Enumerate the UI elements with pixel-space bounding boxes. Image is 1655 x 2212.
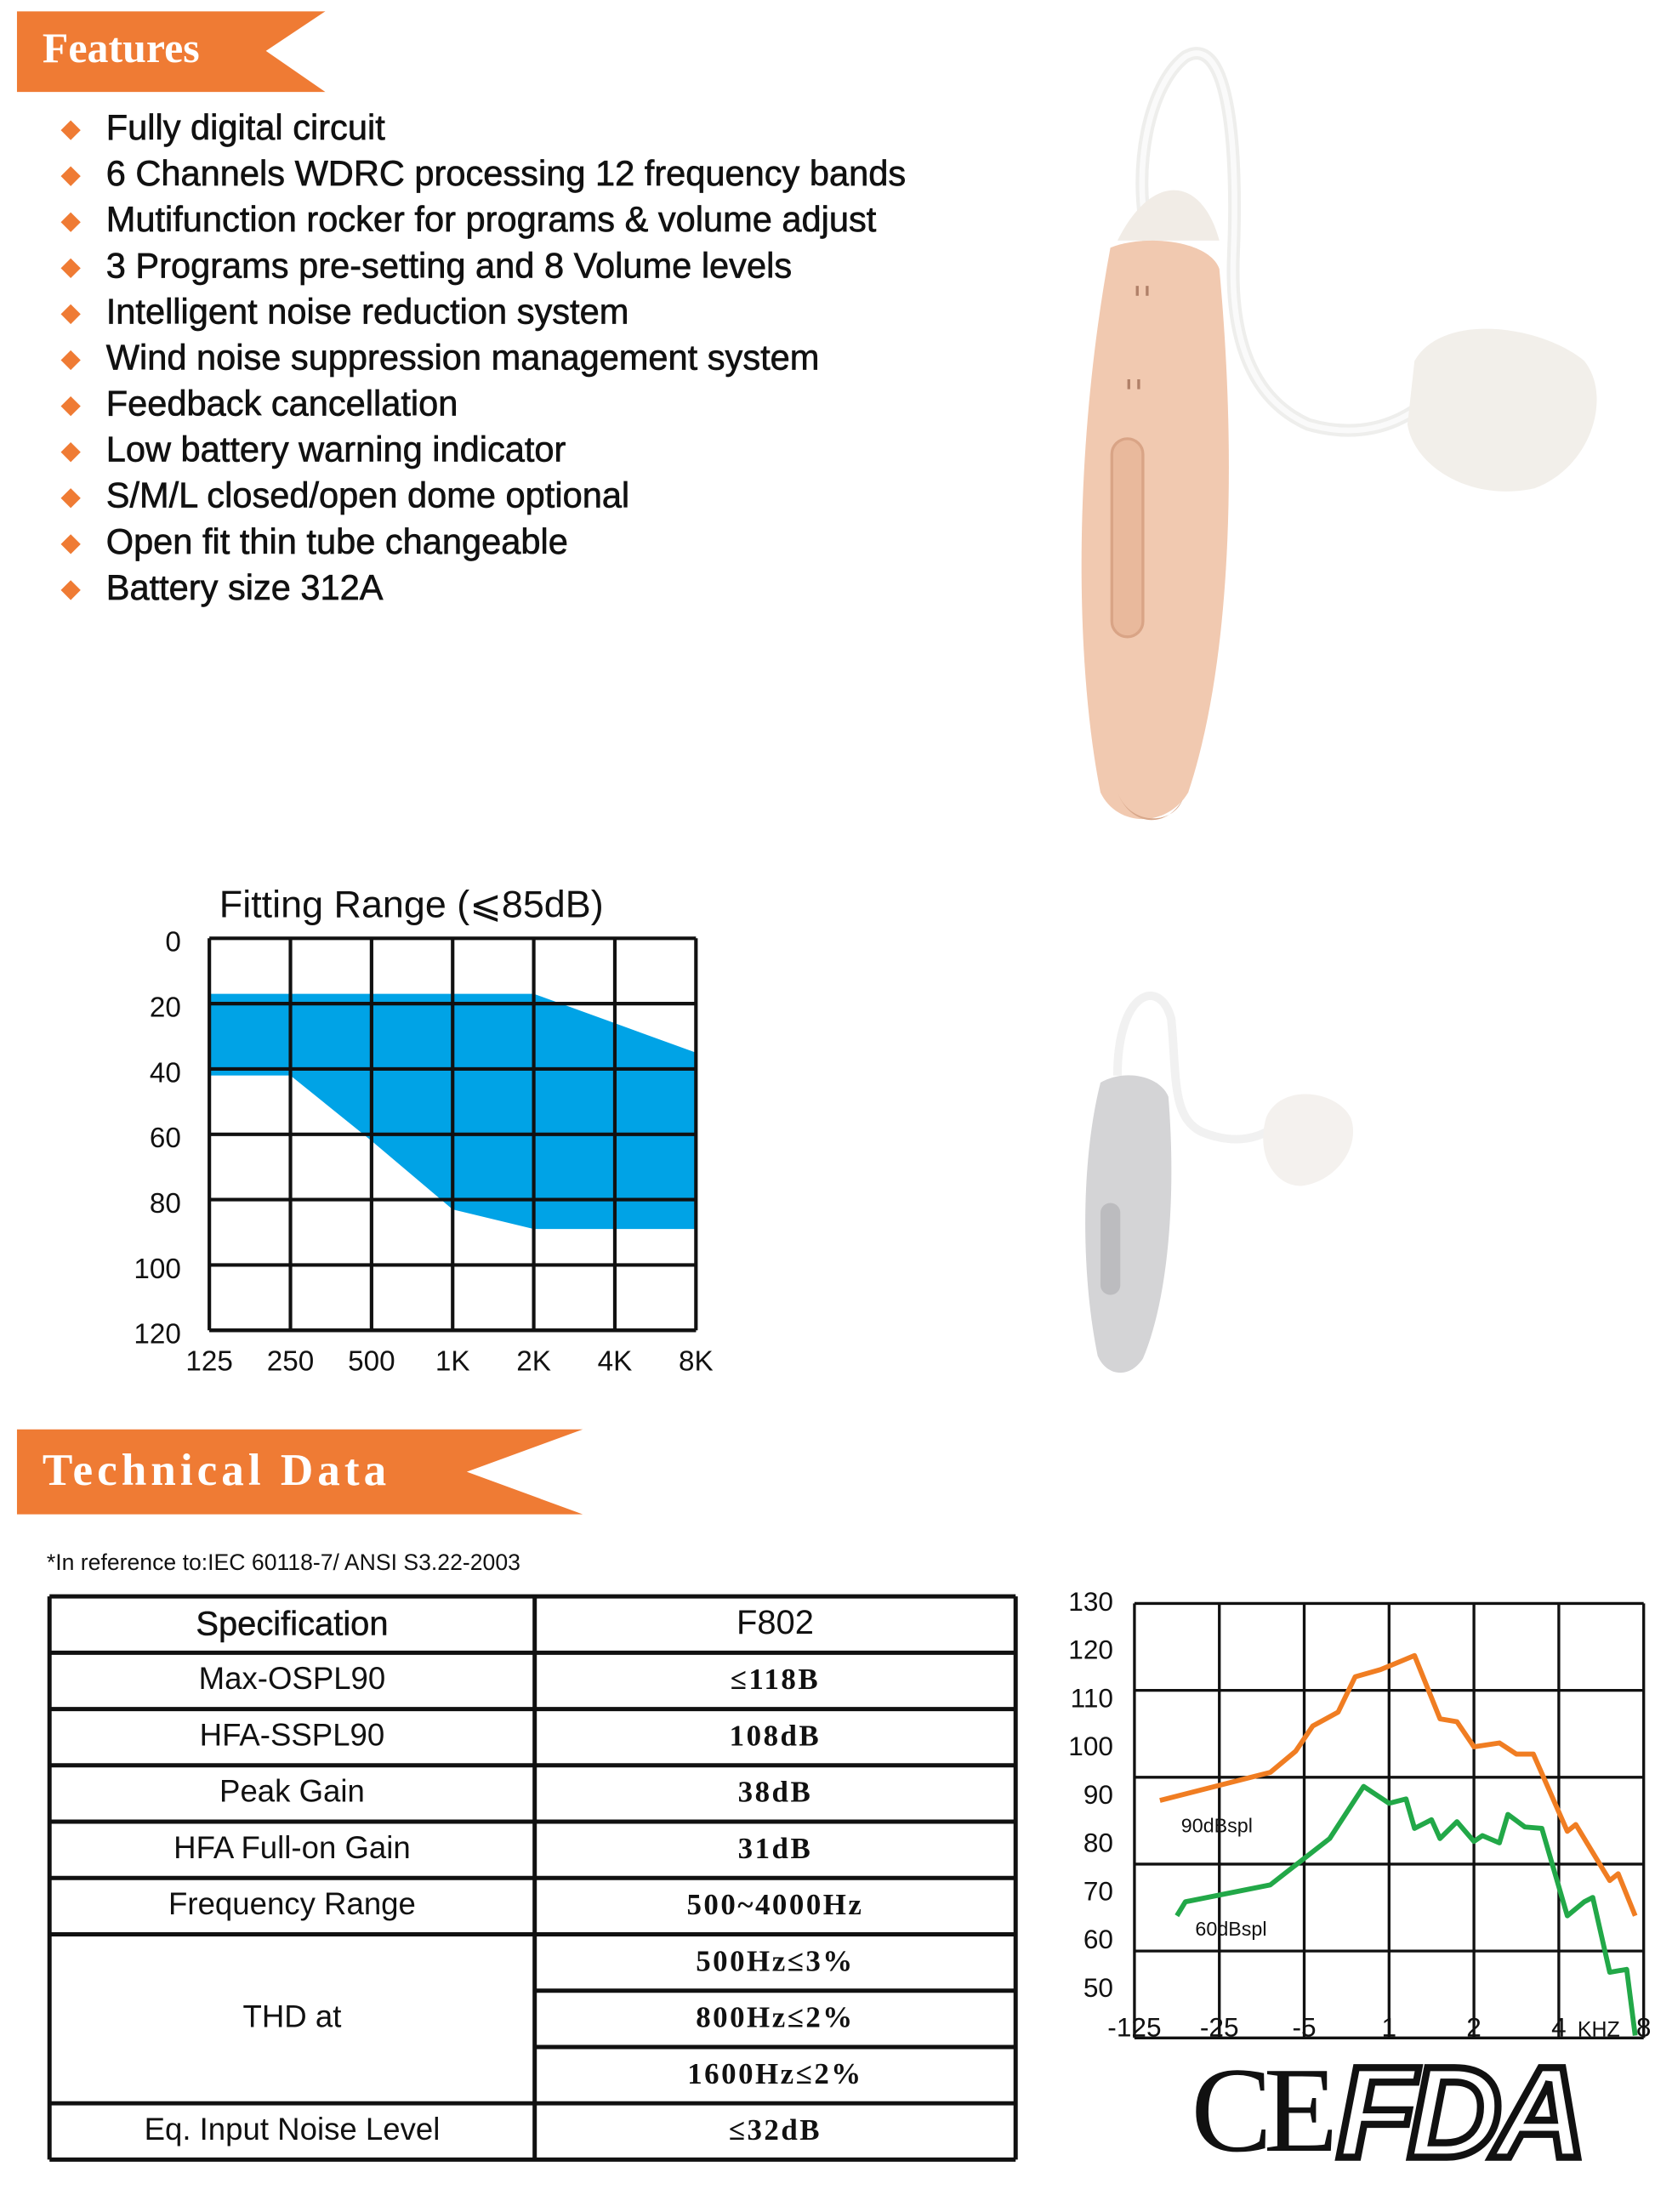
fda-logo: FDA: [1337, 2040, 1579, 2186]
bullet: [60, 212, 81, 232]
row-value: 1600Hz≤2%: [687, 2057, 862, 2090]
y-tick-label: 90: [1083, 1779, 1113, 1810]
x-tick-label: 1K: [435, 1345, 470, 1377]
x-tick-label: 125: [185, 1345, 233, 1377]
table-header: F802: [737, 1604, 814, 1641]
row-value: 38dB: [738, 1776, 813, 1809]
technical-banner: [16, 1429, 583, 1515]
series-label: 90dBspl: [1181, 1815, 1253, 1837]
x-tick-label: 4K: [598, 1345, 633, 1377]
row-label: Peak Gain: [219, 1774, 365, 1809]
table-header: Specification: [196, 1605, 388, 1642]
feature-item: 3 Programs pre-setting and 8 Volume leve…: [106, 245, 792, 285]
technical-title: Technical Data: [43, 1445, 390, 1495]
x-tick-label: -5: [1292, 2012, 1316, 2043]
row-label: HFA Full-on Gain: [173, 1830, 411, 1865]
y-tick-label: 120: [1068, 1635, 1113, 1665]
x-tick-label: 500: [348, 1345, 395, 1377]
feature-item: Battery size 312A: [106, 567, 384, 607]
x-tick-label: 8K: [679, 1345, 714, 1377]
y-tick-label: 120: [134, 1319, 181, 1351]
row-value: 500Hz≤3%: [696, 1944, 855, 1977]
bullet: [60, 258, 81, 278]
y-tick-label: 100: [134, 1254, 181, 1285]
row-label: Frequency Range: [168, 1886, 416, 1921]
row-label: Max-OSPL90: [199, 1661, 386, 1696]
series-label: 60dBspl: [1195, 1918, 1266, 1940]
y-tick-label: 60: [150, 1123, 181, 1154]
features-title: Features: [43, 25, 200, 71]
y-tick-label: 100: [1068, 1731, 1113, 1761]
bullet: [60, 350, 81, 371]
reference-note: *In reference to:IEC 60118-7/ ANSI S3.22…: [47, 1550, 520, 1575]
y-tick-label: 80: [150, 1188, 181, 1220]
response-chart: 50 60 70 80 90 100 110 120 130 -125 -25 -5 1 2 4 8 KHZ 90…: [1068, 1586, 1651, 2043]
y-tick-label: 20: [150, 992, 181, 1024]
spec-table: Specification F802 Max-OSPL90 ≤118B HFA-SSPL…: [47, 1594, 1018, 2162]
x-tick-label: 2K: [516, 1345, 551, 1377]
row-value: 500~4000Hz: [686, 1888, 863, 1921]
feature-item: Intelligent noise reduction system: [106, 291, 629, 331]
features-list: Fully digital circuit 6 Channels WDRC pro…: [60, 107, 906, 607]
x-tick-label: -25: [1200, 2012, 1239, 2043]
feature-item: S/M/L closed/open dome optional: [106, 475, 629, 515]
x-tick-label: 2: [1466, 2012, 1482, 2043]
product-image-beige: [1081, 47, 1597, 821]
x-tick-label: 250: [267, 1345, 315, 1377]
chart-title: Fitting Range (⩽85dB): [219, 883, 604, 926]
feature-item: 6 Channels WDRC processing 12 frequency …: [106, 153, 906, 193]
x-tick-label: 8: [1636, 2012, 1652, 2043]
bullet: [60, 442, 81, 463]
y-tick-label: 50: [1083, 1972, 1113, 2003]
row-value: 800Hz≤2%: [696, 2001, 855, 2034]
y-tick-label: 110: [1071, 1682, 1113, 1713]
feature-item: Feedback cancellation: [106, 384, 458, 424]
x-axis-label: KHZ: [1578, 2018, 1620, 2042]
y-tick-label: 130: [1068, 1586, 1113, 1617]
response-line: [1159, 1652, 1638, 1917]
features-banner: [16, 11, 326, 93]
y-tick-label: 80: [1083, 1828, 1113, 1858]
y-tick-label: 70: [1083, 1875, 1113, 1906]
row-label: Eq. Input Noise Level: [145, 2112, 441, 2147]
ce-logo: CE: [1191, 2043, 1332, 2177]
response-line: [1174, 1783, 1638, 2036]
feature-item: Open fit thin tube changeable: [106, 521, 568, 561]
feature-item: Fully digital circuit: [106, 107, 385, 147]
y-tick-label: 0: [165, 927, 181, 958]
row-label: THD at: [243, 1999, 342, 2034]
bullet: [60, 166, 81, 186]
row-label: HFA-SSPL90: [200, 1717, 385, 1752]
product-image-silver: [1085, 992, 1354, 1373]
row-value: ≤32dB: [729, 2113, 822, 2147]
bullet: [60, 395, 81, 417]
row-value: 31dB: [738, 1832, 813, 1865]
bullet: [60, 488, 81, 509]
bullet: [60, 120, 81, 140]
bullet: [60, 580, 81, 600]
bullet: [60, 304, 81, 325]
feature-item: Low battery warning indicator: [106, 429, 566, 469]
x-tick-label: 4: [1551, 2012, 1567, 2043]
feature-item: Mutifunction rocker for programs & volum…: [106, 199, 877, 239]
x-tick-label: -125: [1107, 2012, 1161, 2043]
x-tick-label: 1: [1382, 2012, 1397, 2043]
row-value: 108dB: [730, 1719, 822, 1752]
feature-item: Wind noise suppression management system: [106, 337, 820, 377]
y-tick-label: 60: [1083, 1924, 1113, 1954]
fitting-range-chart: Fitting Range (⩽85dB) 0 20 40 60 80 100 120125…: [134, 883, 713, 1378]
bullet: [60, 534, 81, 554]
y-tick-label: 40: [150, 1057, 181, 1089]
row-value: ≤118B: [731, 1663, 820, 1696]
